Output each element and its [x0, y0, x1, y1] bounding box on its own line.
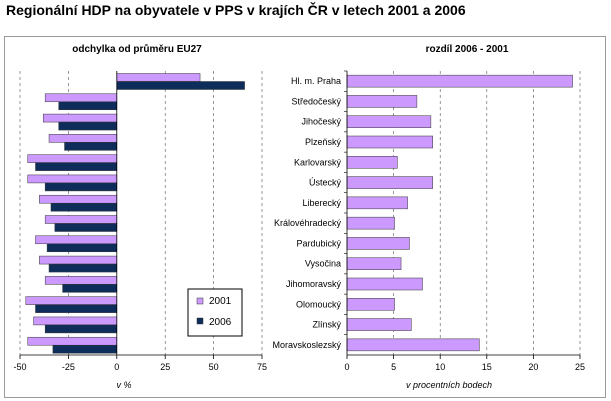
legend: 2001 2006 [187, 288, 243, 337]
bar-2006-Olomoucký [35, 304, 118, 313]
left-panel-title: odchylka od průměru EU27 [72, 43, 202, 55]
bar-2001-Plzeňský [48, 134, 118, 143]
legend-swatch-2001 [196, 297, 204, 305]
bar-2006-Karlovarský [35, 162, 118, 171]
bar-2006-Plzeňský [64, 142, 118, 151]
bar-2006-Ústecký [44, 182, 118, 192]
diff-bar-Karlovarský [346, 156, 398, 169]
legend-box [187, 288, 243, 337]
bar-2001-Středočeský [44, 93, 118, 103]
bar-2001-Karlovarský [27, 154, 118, 163]
legend-label-2001: 2001 [209, 296, 232, 307]
region-label: Pardubický [296, 238, 341, 248]
diff-bar-Pardubický [346, 237, 410, 250]
legend-swatch-2006 [196, 317, 204, 325]
bar-2001-Jihomoravský [44, 276, 118, 285]
right-tick-label: 10 [435, 362, 445, 372]
left-panel: odchylka od průměru EU27 -50 -25 0 25 50 75 v… [13, 43, 267, 390]
bar-2006-Zlínský [44, 324, 118, 334]
region-label: Jihočeský [301, 117, 341, 127]
right-panel-title: rozdíl 2006 - 2001 [426, 44, 509, 55]
region-label: Vysočina [305, 259, 341, 269]
diff-bar-Jihomoravský [346, 277, 423, 291]
right-tick-label: 0 [344, 362, 349, 372]
diff-bar-Královéhradecký [346, 216, 395, 230]
bar-2001-Hl. m. Praha [116, 73, 201, 82]
region-label: Středočeský [291, 96, 341, 106]
right-tick-label: 15 [482, 362, 492, 372]
right-x-axis-label: v procentních bodech [406, 380, 492, 390]
page-title: Regionální HDP na obyvatele v PPS v kraj… [6, 2, 466, 18]
left-tick-label: 25 [160, 362, 170, 372]
region-label: Hl. m. Praha [291, 76, 341, 86]
right-gridlines [393, 71, 581, 355]
left-bars [25, 73, 245, 354]
diff-bar-Vysočina [346, 257, 402, 270]
region-label: Plzeňský [305, 137, 342, 147]
region-label: Karlovarský [294, 157, 342, 167]
region-labels: Hl. m. Praha Středočeský Jihočeský Plzeňský… [272, 76, 341, 350]
diff-bar-Jihočeský [346, 115, 432, 128]
bar-2006-Jihomoravský [62, 284, 118, 293]
right-panel: rozdíl 2006 - 2001 Hl. m. Praha Středočes… [272, 44, 585, 390]
region-label: Ústecký [309, 178, 342, 188]
region-label: Olomoucký [296, 299, 342, 309]
bar-2001-Ústecký [27, 174, 118, 184]
diff-bar-Zlínský [346, 318, 412, 331]
left-tick-label: 50 [209, 362, 219, 372]
bar-2006-Jihočeský [58, 121, 118, 131]
bar-2001-Olomoucký [25, 296, 118, 305]
bar-2001-Královéhradecký [44, 215, 118, 224]
region-label: Zlínský [312, 320, 341, 330]
bar-2006-Pardubický [46, 243, 118, 253]
bar-2001-Moravskoslezský [27, 336, 118, 346]
bar-2006-Vysočina [48, 263, 118, 273]
left-x-axis: -50 -25 0 25 50 75 [13, 71, 267, 372]
bar-2006-Moravskoslezský [52, 344, 118, 354]
left-x-axis-label: v % [116, 380, 131, 390]
bar-2001-Pardubický [35, 235, 118, 245]
diff-bar-Olomoucký [346, 298, 395, 311]
region-label: Liberecký [302, 198, 341, 208]
diff-bar-Plzeňský [346, 135, 433, 149]
left-tick-label: -50 [13, 362, 26, 372]
bar-2006-Královéhradecký [54, 223, 118, 232]
bar-2006-Liberecký [50, 202, 118, 212]
right-tick-label: 25 [575, 362, 585, 372]
region-label: Moravskoslezský [272, 340, 341, 350]
right-tick-label: 20 [528, 362, 538, 372]
bar-2001-Vysočina [39, 255, 118, 265]
diff-bar-Ústecký [346, 176, 433, 189]
bar-2001-Zlínský [33, 316, 118, 326]
right-tick-label: 5 [391, 362, 396, 372]
diff-bar-Moravskoslezský [346, 338, 480, 352]
legend-label-2006: 2006 [209, 317, 232, 328]
left-tick-label: 75 [257, 362, 267, 372]
region-label: Královéhradecký [274, 218, 342, 228]
bar-2001-Liberecký [39, 194, 118, 204]
bar-2001-Jihočeský [42, 113, 118, 123]
region-label: Jihomoravský [286, 279, 342, 289]
left-tick-label: 0 [114, 362, 119, 372]
bar-2006-Středočeský [58, 101, 118, 111]
left-tick-label: -25 [62, 362, 75, 372]
right-bars [346, 74, 573, 352]
diff-bar-Hl. m. Praha [346, 74, 573, 88]
diff-bar-Liberecký [346, 196, 408, 210]
right-x-axis: 0 5 10 15 20 25 [344, 70, 585, 372]
diff-bar-Středočeský [346, 95, 418, 108]
bar-2006-Hl. m. Praha [116, 81, 245, 90]
